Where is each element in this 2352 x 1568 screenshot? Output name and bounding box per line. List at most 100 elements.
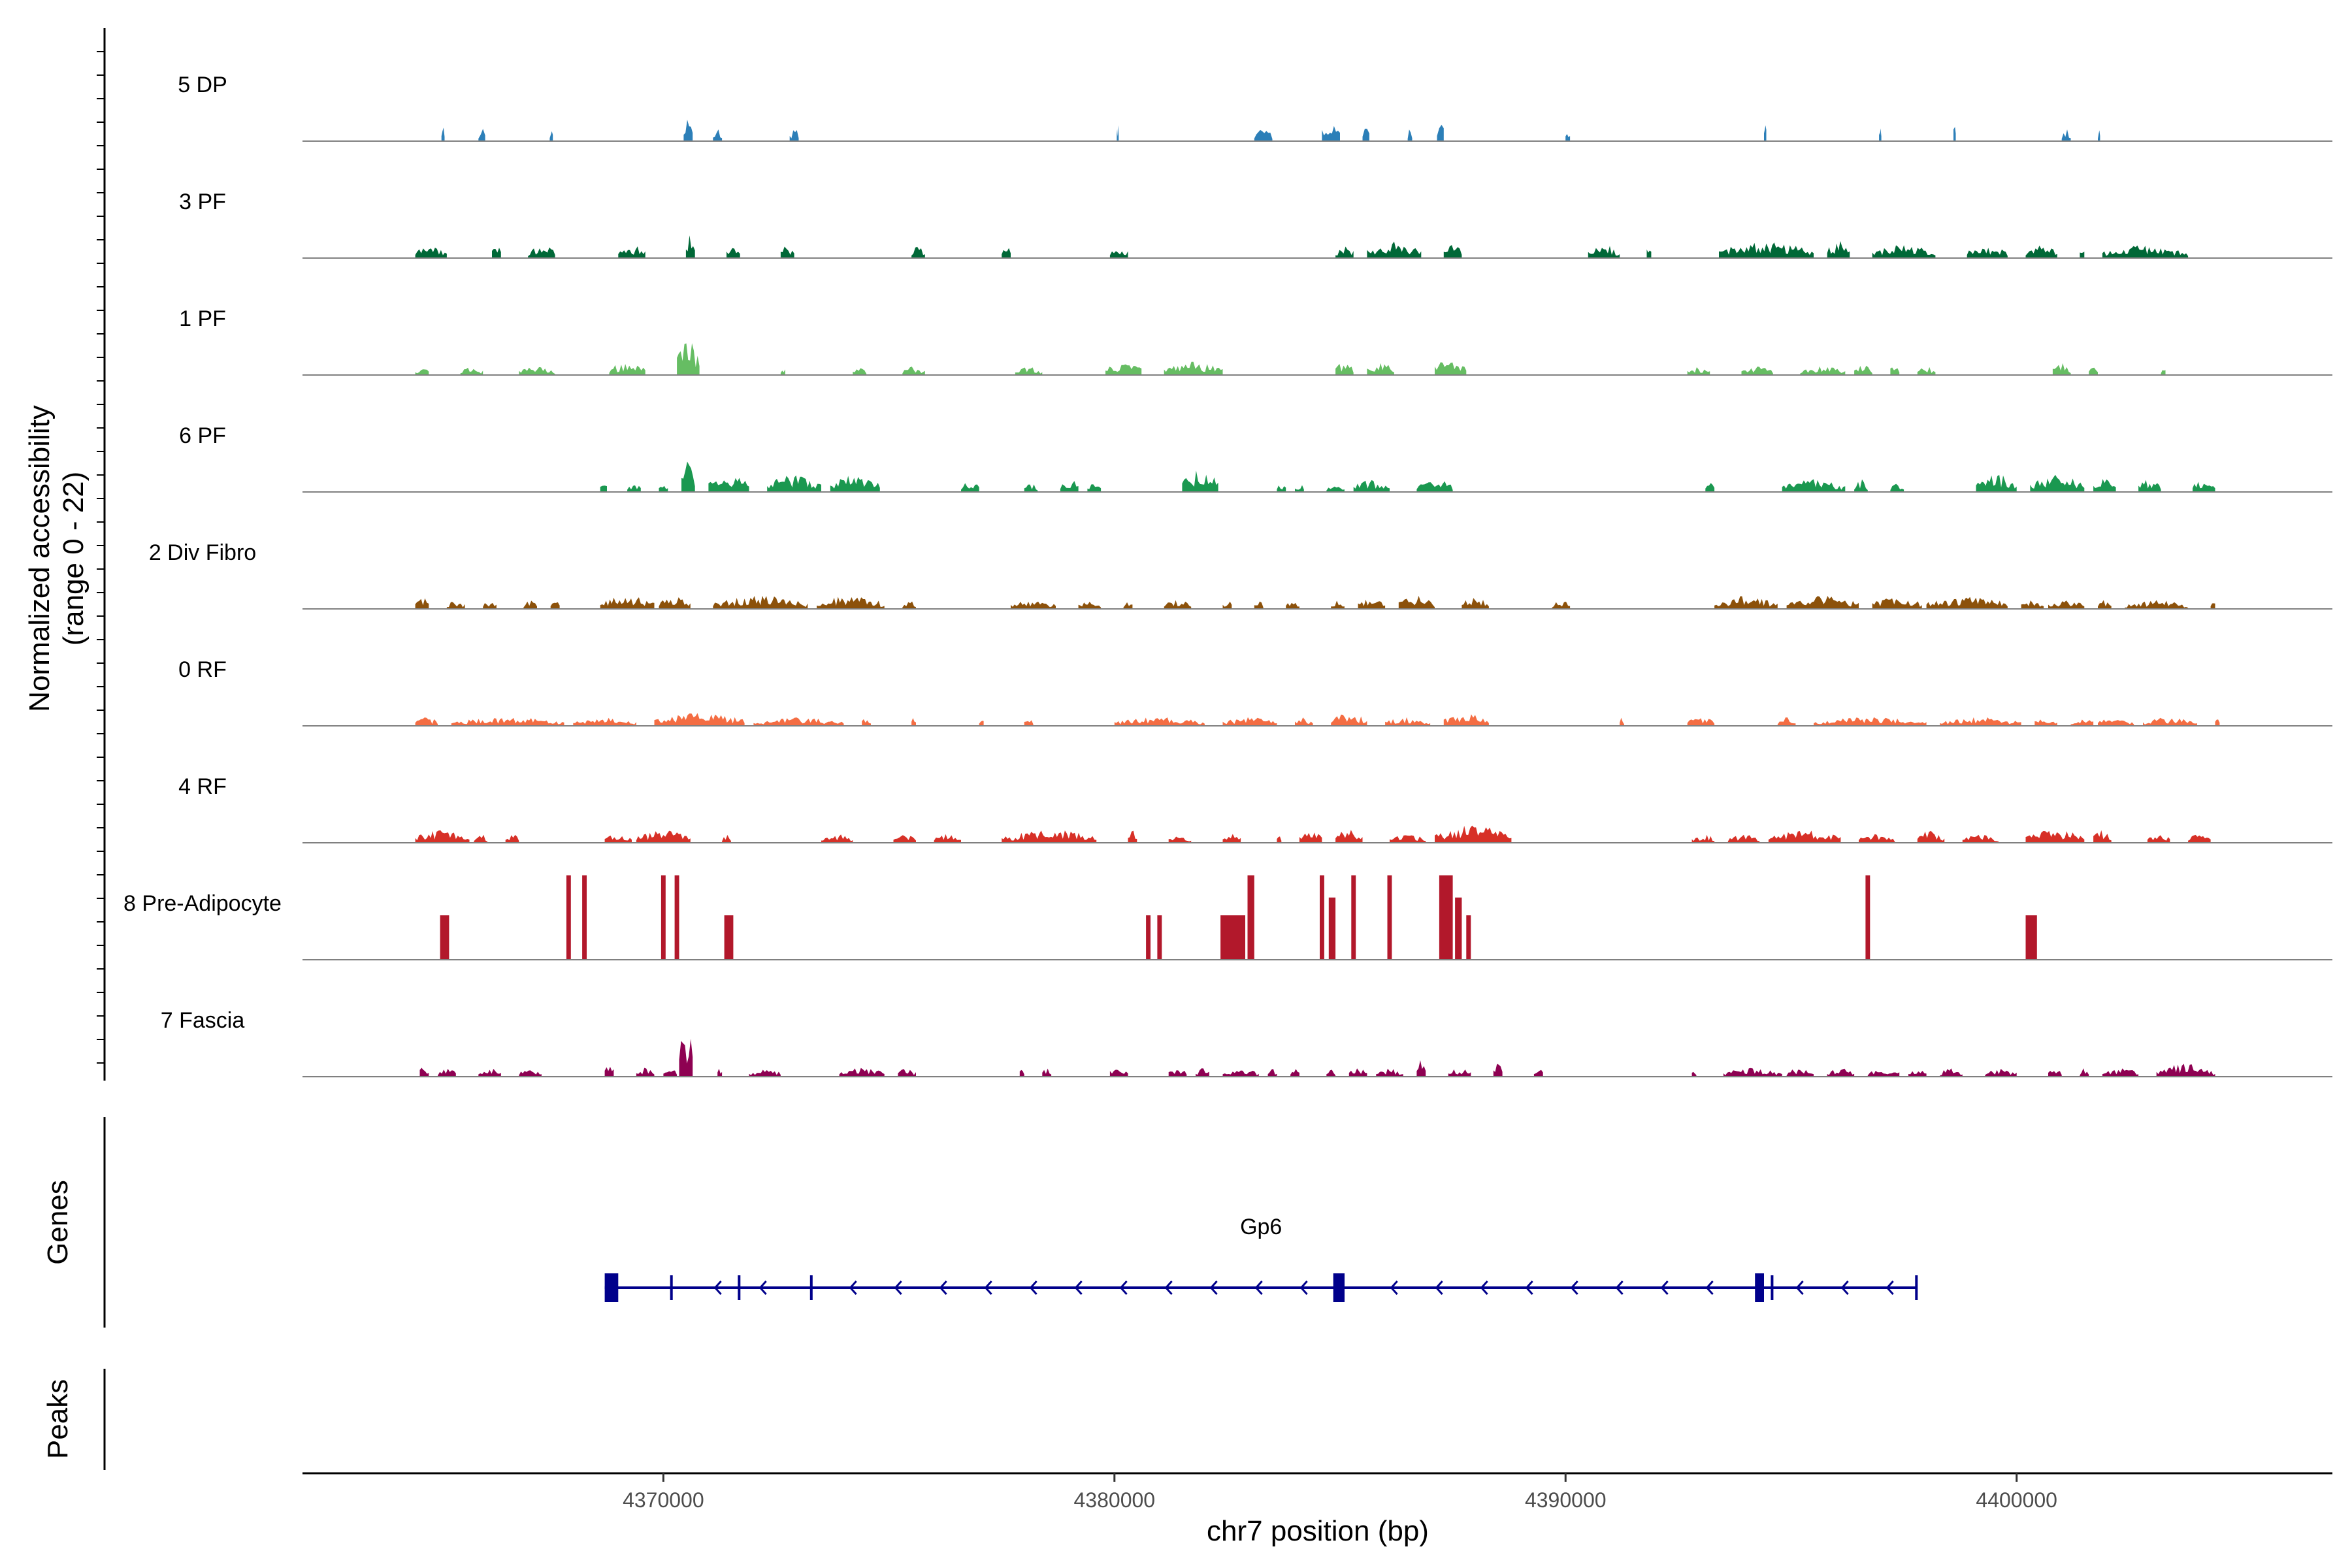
track-1-peak-0 — [415, 248, 447, 258]
track-0-peak-5 — [789, 130, 799, 141]
track-1-peak-4 — [685, 235, 695, 258]
track-7-peak-13 — [1387, 875, 1392, 960]
track-8-peak-5 — [636, 1068, 655, 1077]
track-3-label: 6 PF — [179, 423, 226, 448]
track-8-peak-14 — [1109, 1070, 1128, 1077]
track-0-peak-0 — [441, 127, 445, 141]
track-4-peak-13 — [1164, 600, 1192, 609]
strand-arrow — [1795, 1280, 1804, 1296]
track-6-peak-4 — [636, 830, 691, 843]
track-2-peak-12 — [1367, 363, 1394, 375]
track-5-peak-14 — [1443, 714, 1489, 726]
track-0-peak-16 — [2061, 129, 2071, 141]
strand-arrow — [759, 1280, 767, 1296]
track-3-peak-0 — [600, 485, 607, 492]
track-8-peak-30 — [1827, 1068, 1855, 1077]
track-8-peak-9 — [749, 1070, 781, 1077]
track-5-peak-5 — [862, 719, 871, 726]
track-7-peak-6 — [1146, 915, 1151, 960]
track-8-peak-18 — [1267, 1069, 1277, 1077]
track-7-peak-8 — [1220, 915, 1245, 960]
strand-arrow — [1029, 1280, 1037, 1296]
track-4-peak-25 — [1926, 596, 2008, 609]
track-5-coverage — [415, 713, 2220, 726]
track-4-peak-27 — [2048, 600, 2085, 609]
track-1-peak-16 — [1827, 240, 1850, 258]
track-5-peak-0 — [415, 717, 438, 726]
track-7-peak-7 — [1157, 915, 1162, 960]
track-4-peak-15 — [1254, 601, 1264, 609]
track-1-peak-20 — [2080, 252, 2085, 258]
strand-arrow — [1660, 1280, 1669, 1296]
track-6-peak-8 — [934, 834, 961, 843]
track-6-peak-11 — [1168, 836, 1192, 843]
strand-arrow — [1435, 1280, 1443, 1296]
track-3-peak-20 — [1890, 483, 1904, 492]
track-8-peak-0 — [419, 1068, 429, 1077]
track-6-peak-22 — [1917, 830, 1945, 843]
track-8-peak-12 — [1019, 1070, 1024, 1077]
strand-arrow — [1254, 1280, 1263, 1296]
track-0-peak-2 — [549, 131, 553, 141]
track-3-peak-3 — [681, 461, 695, 492]
track-7-peak-18 — [2025, 915, 2037, 960]
track-5-peak-3 — [654, 713, 745, 726]
x-tick-label-1: 4380000 — [1074, 1488, 1156, 1512]
track-8-coverage — [419, 1039, 2215, 1077]
track-4-peak-0 — [415, 598, 429, 609]
x-axis: 4370000 4380000 4390000 4400000 — [302, 1472, 2332, 1512]
track-7-peak-1 — [566, 875, 571, 960]
track-0-coverage — [441, 120, 2100, 141]
track-6-peak-6 — [821, 834, 853, 843]
track-6-peak-16 — [1390, 835, 1426, 843]
track-0-peak-17 — [2098, 130, 2100, 141]
track-4-peak-30 — [2210, 603, 2215, 609]
strand-arrow — [1615, 1280, 1624, 1296]
track-3-peak-5 — [767, 475, 821, 492]
track-8-peak-38 — [2156, 1064, 2215, 1077]
track-4-coverage — [415, 596, 2215, 609]
gene-exon-0 — [604, 1273, 619, 1302]
track-8-peak-7 — [679, 1039, 693, 1077]
x-tick-label-0: 4370000 — [623, 1488, 704, 1512]
track-1-peak-14 — [1646, 249, 1652, 258]
track-1-peak-13 — [1588, 246, 1620, 258]
track-2-peak-9 — [1105, 364, 1142, 375]
strand-arrow — [1570, 1280, 1578, 1296]
track-0-peak-15 — [1953, 127, 1956, 141]
track-6-peak-21 — [1859, 834, 1895, 843]
track-5-peak-19 — [1940, 717, 2021, 726]
track-5-peak-2 — [573, 717, 636, 726]
track-4-peak-3 — [523, 600, 537, 609]
track-8-peak-8 — [717, 1068, 723, 1077]
track-4-peak-11 — [1078, 602, 1102, 609]
track-3-peak-14 — [1326, 486, 1345, 492]
track-4-peak-22 — [1714, 596, 1778, 609]
track-4-peak-24 — [1872, 598, 1922, 609]
track-baselines — [302, 140, 2332, 1077]
track-7-peak-14 — [1439, 875, 1453, 960]
track-4-peak-8 — [817, 596, 885, 609]
track-3-peak-25 — [2193, 482, 2215, 492]
gene-exon-5 — [1755, 1273, 1764, 1302]
strand-arrow — [939, 1280, 947, 1296]
track-4-peak-21 — [1552, 601, 1571, 609]
track-3-peak-15 — [1353, 480, 1390, 492]
track-3-peak-13 — [1295, 485, 1304, 492]
track-8-peak-34 — [1985, 1069, 2017, 1077]
track-3-peak-4 — [708, 478, 749, 492]
track-8-peak-33 — [1940, 1068, 1963, 1077]
strand-arrow — [1119, 1280, 1128, 1296]
track-2-peak-19 — [1917, 367, 1936, 375]
track-3-peak-6 — [830, 476, 880, 492]
track-3-peak-11 — [1182, 470, 1218, 492]
track-8-peak-10 — [839, 1068, 885, 1077]
track-5-peak-17 — [1777, 717, 1796, 726]
track-7-peak-2 — [582, 875, 587, 960]
track-4-peak-14 — [1222, 601, 1232, 609]
track-4-peak-2 — [483, 602, 497, 609]
track-5-peak-15 — [1620, 717, 1624, 726]
track-2-peak-3 — [609, 364, 645, 375]
track-4-peak-16 — [1286, 602, 1299, 609]
track-6-peak-1 — [474, 834, 488, 843]
